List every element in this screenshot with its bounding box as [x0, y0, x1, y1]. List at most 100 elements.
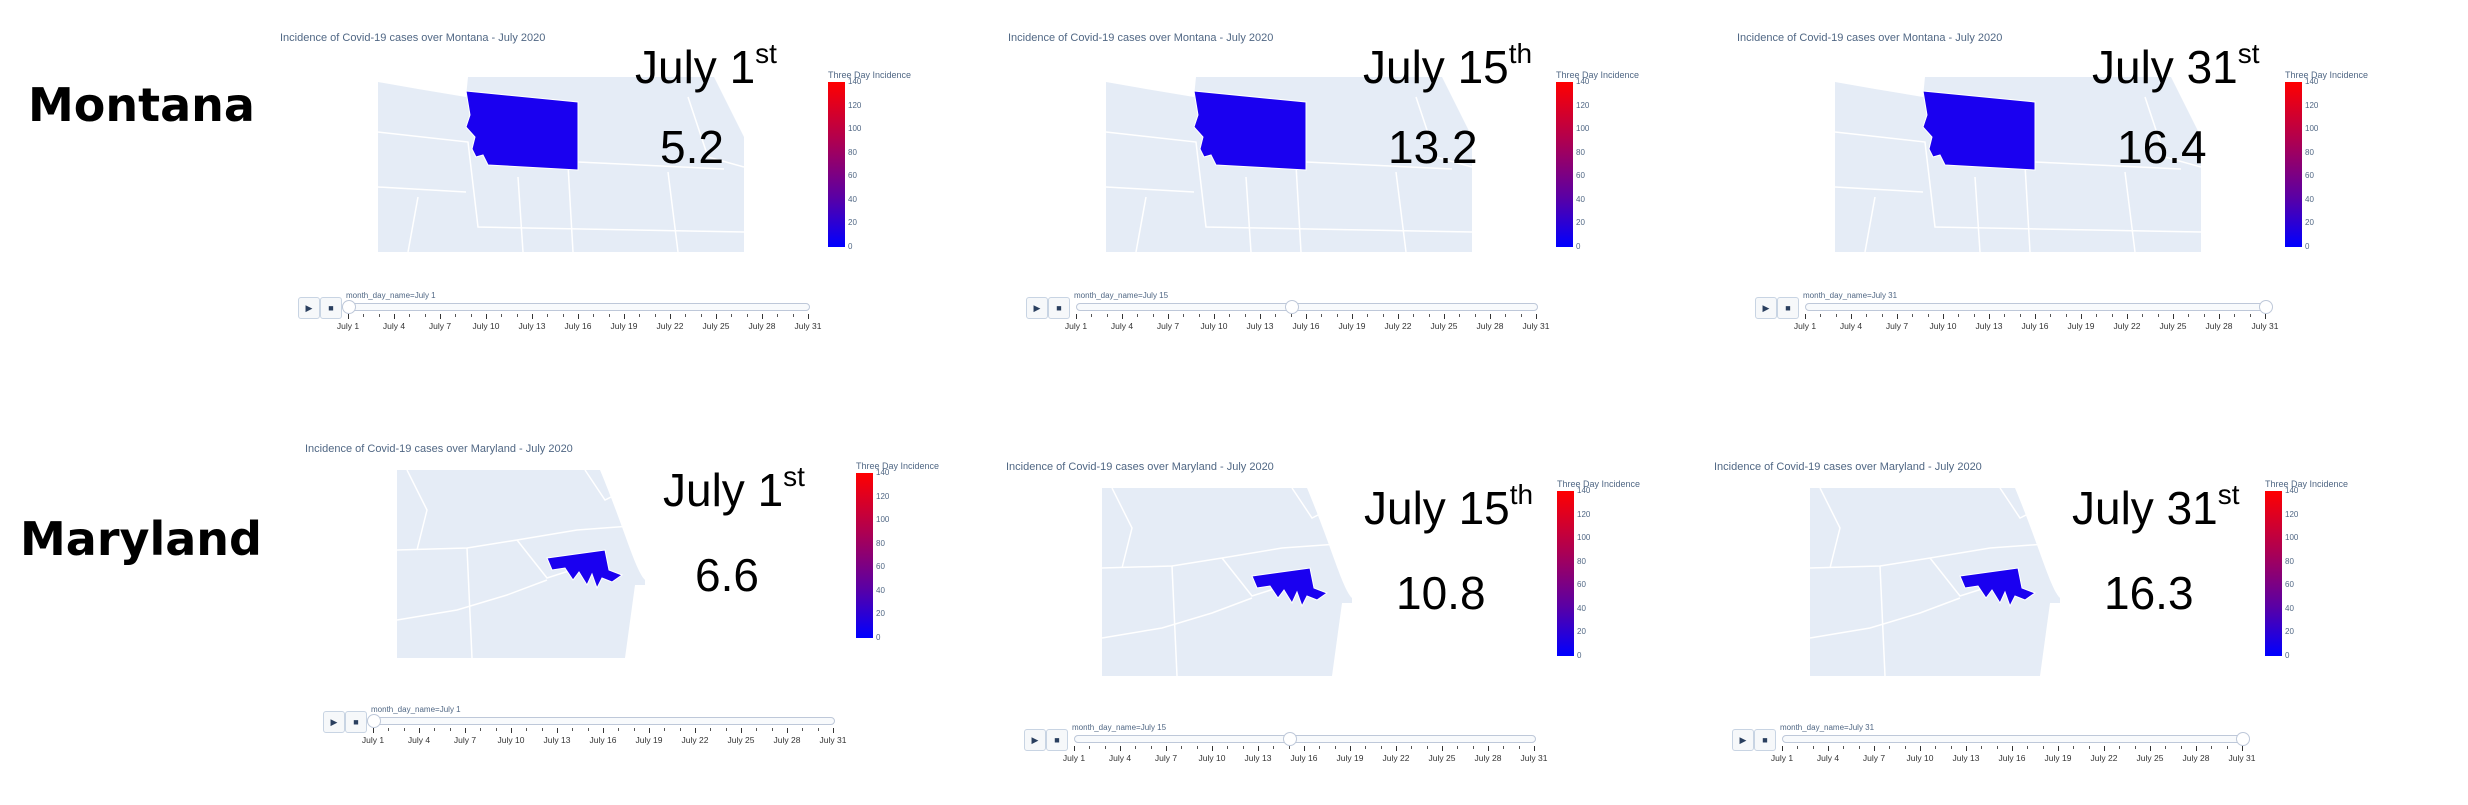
- slider-minor-tick: [424, 314, 426, 317]
- time-slider-handle[interactable]: [2236, 732, 2250, 746]
- incidence-value: 16.4: [2117, 121, 2207, 173]
- slider-tick-label: July 10: [472, 321, 500, 331]
- colorbar-tick: 20: [848, 218, 857, 228]
- state-border: [466, 547, 473, 658]
- slider-tick: [1989, 314, 1990, 319]
- slider-minor-tick: [746, 314, 748, 317]
- us-state-map: [1810, 488, 2060, 676]
- time-slider-handle[interactable]: [2259, 300, 2273, 314]
- colorbar-tick: 20: [1576, 218, 1585, 228]
- slider-minor-tick: [434, 728, 436, 731]
- slider-tick-label: July 1: [336, 321, 360, 331]
- slider-minor-tick: [1244, 314, 1246, 317]
- slider-tick-label: July 10: [497, 735, 525, 745]
- pause-button[interactable]: ■: [345, 711, 367, 733]
- slider-tick-label: July 13: [1975, 321, 2003, 331]
- choropleth-panel: Incidence of Covid-19 cases over Marylan…: [1714, 461, 2414, 791]
- play-button[interactable]: ▶: [1026, 297, 1048, 319]
- slider-tick-label: July 16: [564, 321, 592, 331]
- slider-minor-tick: [1321, 314, 1323, 317]
- slider-minor-tick: [1413, 314, 1415, 317]
- slider-tick-label: July 31: [2251, 321, 2279, 331]
- time-slider-track[interactable]: [1782, 735, 2244, 743]
- colorbar-tick: 60: [1576, 171, 1585, 181]
- date-text: July 31: [2092, 41, 2238, 93]
- colorbar-tick: 120: [876, 491, 890, 501]
- slider-tick: [1851, 314, 1852, 319]
- state-border: [1305, 161, 1453, 170]
- time-slider-track[interactable]: [1074, 735, 1536, 743]
- slider-minor-tick: [2211, 746, 2213, 749]
- time-slider-track[interactable]: [373, 717, 835, 725]
- colorbar-tick: 40: [2305, 194, 2314, 204]
- date-text: July 1: [635, 41, 756, 93]
- pause-button[interactable]: ■: [1754, 729, 1776, 751]
- play-button[interactable]: ▶: [1755, 297, 1777, 319]
- state-border: [378, 186, 467, 193]
- slider-tick: [716, 314, 717, 319]
- colorbar-title: Three Day Incidence: [1557, 479, 1641, 489]
- panel-title: Incidence of Covid-19 cases over Marylan…: [1006, 461, 1274, 473]
- slider-minor-tick: [1996, 746, 1998, 749]
- ocean: [2040, 603, 2060, 676]
- slider-minor-tick: [1367, 314, 1369, 317]
- slider-minor-tick: [409, 314, 411, 317]
- slider-tick-label: July 10: [1200, 321, 1228, 331]
- time-slider-handle[interactable]: [1282, 732, 1297, 746]
- slider-minor-tick: [2165, 746, 2167, 749]
- slider-minor-tick: [2111, 314, 2113, 317]
- slider-tick-label: July 7: [453, 735, 477, 745]
- slider-minor-tick: [1520, 314, 1522, 317]
- colorbar-tick: 80: [848, 147, 857, 157]
- slider-minor-tick: [1459, 314, 1461, 317]
- play-button[interactable]: ▶: [298, 297, 320, 319]
- time-slider-handle[interactable]: [342, 300, 356, 314]
- slider-tick-label: July 7: [1862, 753, 1886, 763]
- slider-tick-label: July 28: [2205, 321, 2233, 331]
- play-button[interactable]: ▶: [323, 711, 345, 733]
- time-slider-handle[interactable]: [1284, 300, 1299, 314]
- pause-button[interactable]: ■: [1048, 297, 1070, 319]
- colorbar-tick: 80: [2285, 556, 2294, 566]
- slider-minor-tick: [1820, 314, 1822, 317]
- slider-tick-label: July 4: [407, 735, 431, 745]
- slider-tick: [1536, 314, 1537, 319]
- slider-tick: [2150, 746, 2151, 751]
- pause-button[interactable]: ■: [320, 297, 342, 319]
- date-text: July 15: [1364, 482, 1510, 534]
- time-slider-track[interactable]: [1076, 303, 1538, 311]
- slider-minor-tick: [1135, 746, 1137, 749]
- slider-tick-label: July 28: [773, 735, 801, 745]
- slider-minor-tick: [771, 728, 773, 731]
- slider-minor-tick: [2188, 314, 2190, 317]
- time-slider-handle[interactable]: [367, 714, 381, 728]
- map-area: [397, 470, 645, 658]
- slider-tick-label: July 10: [1906, 753, 1934, 763]
- colorbar: [856, 473, 873, 638]
- slider-minor-tick: [1812, 746, 1814, 749]
- date-ordinal: st: [2237, 38, 2260, 69]
- play-button[interactable]: ▶: [1732, 729, 1754, 751]
- slider-minor-tick: [608, 314, 610, 317]
- slider-current-label: month_day_name=July 1: [371, 705, 461, 714]
- pause-button[interactable]: ■: [1777, 297, 1799, 319]
- panel-title: Incidence of Covid-19 cases over Montana…: [1008, 32, 1274, 44]
- slider-minor-tick: [2226, 746, 2228, 749]
- date-ordinal: st: [755, 38, 777, 69]
- colorbar-tick: 100: [2285, 533, 2299, 543]
- slider-tick: [578, 314, 579, 319]
- slider-tick: [394, 314, 395, 319]
- slider-minor-tick: [1091, 314, 1093, 317]
- choropleth-panel: Incidence of Covid-19 cases over Marylan…: [1006, 461, 1706, 791]
- time-slider-track[interactable]: [348, 303, 810, 311]
- slider-minor-tick: [1273, 746, 1275, 749]
- map-background: [1442, 77, 1472, 137]
- play-button[interactable]: ▶: [1024, 729, 1046, 751]
- pause-button[interactable]: ■: [1046, 729, 1068, 751]
- state-row-label: Montana: [28, 78, 255, 132]
- map-background: [714, 77, 744, 137]
- time-slider-track[interactable]: [1805, 303, 2267, 311]
- slider-minor-tick: [2042, 746, 2044, 749]
- date-annotation: July 15th: [1364, 479, 1533, 535]
- slider-minor-tick: [2234, 314, 2236, 317]
